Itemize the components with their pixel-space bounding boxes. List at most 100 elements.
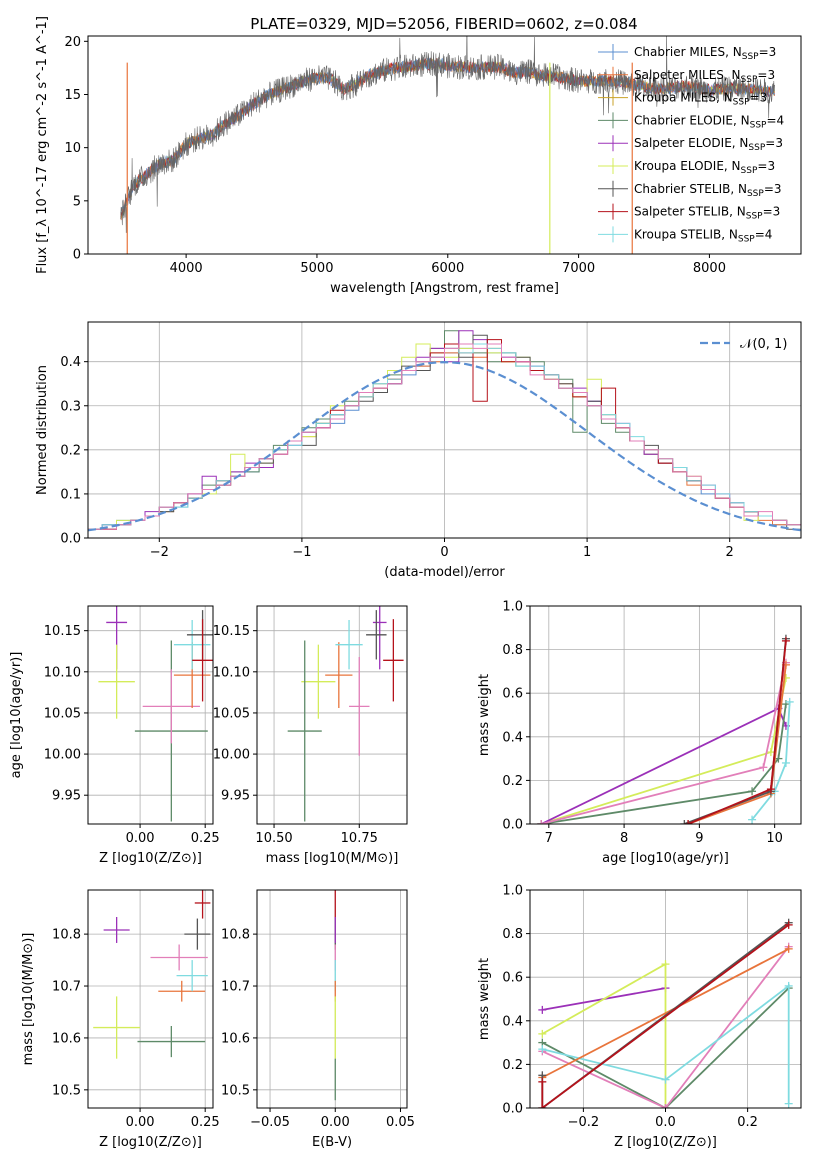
x-tick-label: 0.25: [191, 831, 220, 846]
axes-age-vs-mass: 10.50 10.75 9.95 10.00 10.05 10.10 10.15 mass […: [213, 605, 408, 866]
x-tick-label: 2: [726, 545, 734, 560]
legend-label: Salpeter ELODIE, NSSP=3: [634, 136, 783, 153]
legend-label: Salpeter MILES, NSSP=3: [634, 68, 775, 85]
y-tick-label: 10.6: [52, 1031, 81, 1046]
legend-label: Kroupa STELIB, NSSP=4: [634, 227, 772, 244]
y-tick-label: 0.1: [60, 487, 81, 502]
y-tick-label: 0: [73, 248, 81, 263]
axes-overlay: −0.2 0.0 0.2 0.0 0.2 0.4 0.6 0.8 1.0 Z [log10(Z/Z…: [477, 884, 802, 1150]
x-axis-label: Z [log10(Z/Z⊙)]: [99, 1135, 202, 1150]
x-tick-label: −1: [292, 545, 311, 560]
x-tick-label: 10: [766, 831, 783, 846]
axes-frame: [87, 35, 802, 255]
axes-overlay: 10.50 10.75 9.95 10.00 10.05 10.10 10.15 mass […: [213, 605, 408, 866]
y-tick-label: 0.4: [60, 355, 81, 370]
axes-frame: [256, 605, 408, 825]
axes-overlay: −0.05 0.00 0.05 10.5 10.6 10.7 10.8 E(B-V): [221, 889, 415, 1150]
x-tick-label: 10.75: [341, 831, 378, 846]
mass-weight-line: [541, 703, 787, 824]
legend-label-rest: =3: [750, 91, 768, 105]
histogram-step-line: [88, 343, 801, 538]
legend-label-subscript: SSP: [733, 98, 750, 108]
mass-weight-line: [541, 987, 790, 1108]
y-tick-label: 10.6: [221, 1031, 250, 1046]
x-tick-label: 1: [583, 545, 591, 560]
legend-label: Chabrier STELIB, NSSP=3: [634, 182, 782, 199]
spectrum-legend: Chabrier MILES, NSSP=3 Salpeter MILES, NS…: [598, 44, 784, 244]
y-tick-label: 1.0: [502, 600, 523, 615]
y-tick-label: 0.0: [502, 1102, 523, 1117]
legend-label-rest: =4: [766, 113, 784, 127]
legend-label: Chabrier ELODIE, NSSP=4: [634, 113, 784, 130]
y-tick-label: 0.8: [502, 927, 523, 942]
x-tick-label: 6000: [431, 261, 464, 276]
x-tick-label: 5000: [300, 261, 333, 276]
y-tick-label: 10.15: [213, 624, 250, 639]
x-tick-label: 8: [620, 831, 628, 846]
legend-label: Salpeter STELIB, NSSP=3: [634, 205, 780, 222]
y-tick-label: 9.95: [52, 789, 81, 804]
axes-frame: [87, 889, 214, 1109]
x-axis-label: (data-model)/error: [384, 565, 505, 580]
axes-mass-vs-ebv: −0.05 0.00 0.05 10.5 10.6 10.7 10.8 E(B-V): [221, 889, 415, 1150]
plot-area: [93, 890, 211, 1059]
x-tick-label: 7000: [562, 261, 595, 276]
y-tick-label: 10.15: [44, 624, 81, 639]
x-tick-label: 0.00: [126, 1115, 155, 1130]
legend-label-rest: =3: [757, 68, 775, 82]
x-axis-label: mass [log10(M/M⊙)]: [266, 851, 399, 866]
x-axis-label: Z [log10(Z/Z⊙)]: [614, 1135, 717, 1150]
y-tick-label: 0.2: [502, 1058, 523, 1073]
y-tick-label: 10.5: [221, 1083, 250, 1098]
axes-mass-vs-Z: 0.00 0.25 10.5 10.6 10.7 10.8 Z [log10(Z/Z⊙)] m…: [21, 889, 220, 1150]
y-tick-label: 20: [64, 35, 81, 50]
mass-weight-line: [541, 946, 790, 1108]
legend-label: Chabrier MILES, NSSP=3: [634, 45, 776, 62]
y-tick-label: 0.2: [60, 443, 81, 458]
axes-frame: [529, 605, 802, 825]
x-tick-label: 0.25: [191, 1115, 220, 1130]
y-tick-label: 10.8: [52, 928, 81, 943]
axes-overlay: 4000 5000 6000 7000 8000 0 5 10 15 20 wavelength […: [35, 16, 802, 296]
x-tick-label: 0.0: [655, 1115, 676, 1130]
axes-weight-vs-Z: −0.2 0.0 0.2 0.0 0.2 0.4 0.6 0.8 1.0 Z [log10(Z/Z…: [477, 884, 802, 1150]
axes-residuals: −2 −1 0 1 2 0.0 0.1 0.2 0.3 0.4 (data-model)/error…: [35, 321, 802, 580]
axes-overlay: 7 8 9 10 0.0 0.2 0.4 0.6 0.8 1.0 age [log10(age/yr…: [477, 600, 802, 866]
x-tick-label: 0.00: [321, 1115, 350, 1130]
y-tick-label: 10.10: [44, 665, 81, 680]
x-tick-label: 0: [440, 545, 448, 560]
y-tick-label: 9.95: [221, 789, 250, 804]
x-tick-label: −0.2: [568, 1115, 600, 1130]
legend-label-subscript: SSP: [750, 120, 767, 130]
y-tick-label: 10.00: [44, 748, 81, 763]
plot-area: [287, 606, 404, 822]
y-tick-label: 0.6: [502, 687, 523, 702]
x-tick-label: −2: [150, 545, 169, 560]
axes-age-vs-Z: 0.00 0.25 9.95 10.00 10.05 10.10 10.15 Z [log10…: [9, 605, 220, 866]
legend-label-rest: =3: [765, 136, 783, 150]
legend-label-subscript: SSP: [746, 212, 763, 222]
y-tick-label: 0.3: [60, 399, 81, 414]
y-tick-label: 10.05: [44, 706, 81, 721]
y-tick-label: 5: [73, 194, 81, 209]
legend-label: 𝒩(0, 1): [740, 337, 787, 352]
mass-weight-line: [751, 701, 791, 821]
spectrum-data-line: [120, 36, 775, 233]
x-axis-label: Z [log10(Z/Z⊙)]: [99, 851, 202, 866]
y-tick-label: 10.7: [52, 980, 81, 995]
y-tick-label: 10: [64, 141, 81, 156]
y-tick-label: 0.0: [60, 532, 81, 547]
legend-label-rest: =3: [757, 159, 775, 173]
y-tick-label: 0.0: [502, 818, 523, 833]
y-tick-label: 0.8: [502, 643, 523, 658]
x-axis-label: wavelength [Angstrom, rest frame]: [330, 281, 559, 296]
legend-label-rest: =3: [759, 45, 777, 59]
legend-label-subscript: SSP: [741, 166, 758, 176]
x-axis-label: E(B-V): [312, 1135, 352, 1150]
plot-area: [120, 36, 775, 254]
figure-title: PLATE=0329, MJD=52056, FIBERID=0602, z=0…: [250, 15, 637, 33]
y-tick-label: 0.2: [502, 774, 523, 789]
y-axis-label: age [log10(age/yr)]: [9, 652, 24, 779]
mass-weight-line: [542, 984, 790, 1104]
